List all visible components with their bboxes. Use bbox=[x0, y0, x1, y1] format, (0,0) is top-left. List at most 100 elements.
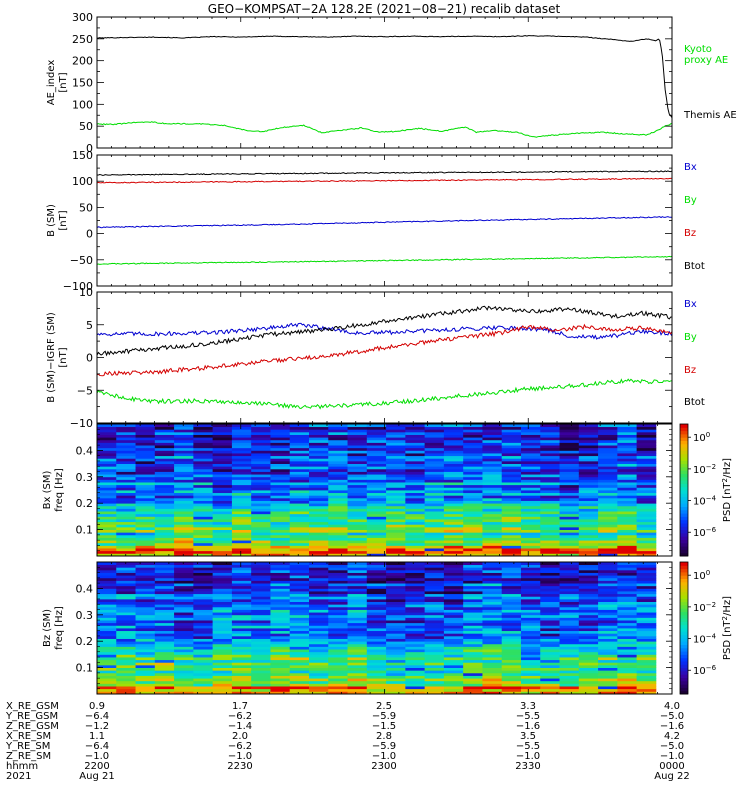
spectrogram-cell bbox=[386, 540, 406, 544]
spectrogram-cell bbox=[424, 609, 445, 613]
spectrogram-cell bbox=[501, 500, 522, 504]
spectrogram-cell bbox=[443, 516, 464, 520]
spectrogram-cell bbox=[347, 424, 368, 428]
spectrogram-cell bbox=[540, 450, 560, 454]
spectrogram-cell bbox=[212, 476, 233, 480]
spectrogram-cell bbox=[270, 580, 291, 584]
y-tick-label: 0 bbox=[86, 352, 93, 365]
spectrogram-cell bbox=[212, 617, 233, 621]
spectrogram-cell bbox=[424, 474, 445, 478]
spectrogram-cell bbox=[193, 614, 214, 618]
spectrogram-cell bbox=[443, 500, 464, 504]
spectrogram-cell bbox=[405, 503, 426, 507]
spectrogram-cell bbox=[193, 604, 214, 608]
spectrogram-cell bbox=[174, 429, 194, 433]
ephemeris-row-label: Y_RE_GSM bbox=[5, 711, 58, 722]
spectrogram-cell bbox=[347, 495, 368, 499]
spectrogram-cell bbox=[482, 458, 503, 462]
colorbar-segment bbox=[680, 651, 688, 655]
spectrogram-cell bbox=[309, 625, 329, 629]
spectrogram-cell bbox=[212, 580, 233, 584]
spectrogram-cell bbox=[520, 429, 541, 433]
spectrogram-cell bbox=[193, 612, 214, 616]
spectrogram-cell bbox=[617, 591, 638, 595]
spectrogram-cell bbox=[270, 625, 291, 629]
spectrogram-cell bbox=[193, 633, 214, 637]
spectrogram-cell bbox=[540, 458, 560, 462]
spectrogram-cell bbox=[424, 545, 445, 549]
spectrogram-cell bbox=[270, 686, 291, 690]
spectrogram-cell bbox=[559, 612, 580, 616]
spectrogram-cell bbox=[174, 497, 194, 501]
spectrogram-cell bbox=[366, 524, 387, 528]
spectrogram-cell bbox=[405, 453, 426, 457]
spectrogram-cell bbox=[598, 601, 618, 605]
spectrogram-cell bbox=[578, 598, 599, 602]
spectrogram-cell bbox=[617, 503, 638, 507]
spectrogram-cell bbox=[347, 585, 368, 589]
spectrogram-cell bbox=[482, 484, 503, 488]
spectrogram-cell bbox=[520, 426, 541, 430]
spectrogram-cell bbox=[135, 672, 156, 676]
spectrogram-cell bbox=[443, 604, 464, 608]
spectrogram-cell bbox=[598, 497, 618, 501]
spectrogram-cell bbox=[135, 463, 156, 467]
spectrogram-cell bbox=[405, 505, 426, 509]
spectrogram-cell bbox=[540, 524, 560, 528]
spectrogram-cell bbox=[135, 529, 156, 533]
spectrogram-cell bbox=[520, 672, 541, 676]
spectrogram-cell bbox=[463, 628, 483, 632]
spectrogram-cell bbox=[366, 622, 387, 626]
spectrogram-cell bbox=[443, 521, 464, 525]
spectrogram-cell bbox=[424, 437, 445, 441]
spectrogram-cell bbox=[328, 503, 348, 507]
spectrogram-cell bbox=[328, 553, 348, 557]
spectrogram-cell bbox=[559, 497, 580, 501]
legend-kyoto: Kyoto bbox=[684, 44, 712, 55]
spectrogram-cell bbox=[501, 511, 522, 515]
spectrogram-cell bbox=[366, 429, 387, 433]
colorbar-segment bbox=[680, 621, 688, 626]
spectrogram-cell bbox=[97, 672, 117, 676]
spectrogram-cell bbox=[520, 453, 541, 457]
spectrogram-cell bbox=[231, 617, 252, 621]
spectrogram-cell bbox=[636, 505, 657, 509]
spectrogram-cell bbox=[154, 550, 175, 554]
spectrogram-cell bbox=[251, 540, 271, 544]
spectrogram-cell bbox=[97, 630, 117, 634]
spectrogram-cell bbox=[135, 545, 156, 549]
spectrogram-cell bbox=[578, 537, 599, 541]
legend-bz: Bz bbox=[684, 365, 696, 376]
spectrogram-cell bbox=[270, 482, 291, 486]
spectrogram-cell bbox=[463, 620, 483, 624]
spectrogram-cell bbox=[598, 564, 618, 568]
legend-btot: Btot bbox=[684, 261, 705, 272]
spectrogram-cell bbox=[598, 664, 618, 668]
spectrogram-cell bbox=[617, 580, 638, 584]
spectrogram-cell bbox=[559, 630, 580, 634]
spectrogram-cell bbox=[559, 434, 580, 438]
spectrogram-cell bbox=[598, 591, 618, 595]
spectrogram-cell bbox=[520, 575, 541, 579]
spectrogram-cell bbox=[482, 497, 503, 501]
spectrogram-cell bbox=[135, 455, 156, 459]
spectrogram-cell bbox=[578, 495, 599, 499]
spectrogram-cell bbox=[309, 686, 329, 690]
spectrogram-cell bbox=[386, 628, 406, 632]
spectrogram-cell bbox=[559, 545, 580, 549]
spectrogram-cell bbox=[289, 667, 310, 671]
spectrogram-cell bbox=[636, 508, 657, 512]
spectrogram-cell bbox=[366, 691, 387, 695]
spectrogram-cell bbox=[97, 596, 117, 600]
spectrogram-cell bbox=[501, 445, 522, 449]
spectrogram-cell bbox=[116, 505, 136, 509]
spectrogram-cell bbox=[154, 484, 175, 488]
spectrogram-cell bbox=[347, 678, 368, 682]
spectrogram-cell bbox=[135, 516, 156, 520]
spectrogram-cell bbox=[443, 463, 464, 467]
spectrogram-cell bbox=[578, 484, 599, 488]
spectrogram-cell bbox=[154, 675, 175, 679]
spectrogram-cell bbox=[424, 521, 445, 525]
colorbar-segment bbox=[680, 562, 688, 566]
